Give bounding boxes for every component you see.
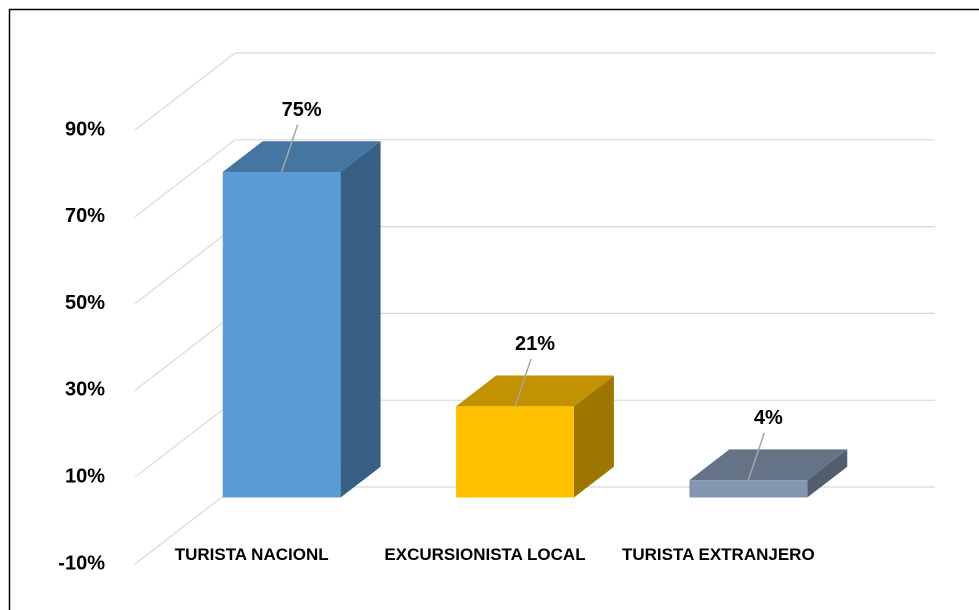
data-label: 75%: [282, 99, 322, 121]
bar-top: [689, 449, 848, 481]
x-tick-label: TURISTA EXTRANJERO: [621, 545, 815, 564]
leader-line: [747, 432, 766, 481]
bar-top: [456, 375, 614, 407]
bar-front: [222, 172, 341, 498]
leader-line: [514, 358, 532, 407]
y-tick-label: 30%: [65, 379, 105, 401]
bar-front: [456, 406, 574, 498]
y-tick-label: 70%: [65, 205, 105, 227]
grid-line: [134, 52, 935, 131]
y-tick-label: -10%: [58, 552, 105, 574]
y-tick-label: 90%: [65, 118, 105, 140]
data-label: 21%: [515, 333, 555, 355]
grid-line: [134, 139, 935, 218]
y-tick-label: 10%: [65, 465, 105, 487]
x-tick-label: TURISTA NACIONL: [174, 545, 329, 564]
bar-top: [222, 141, 381, 172]
bar-side: [340, 141, 381, 498]
bar-side: [573, 375, 614, 498]
leader-line: [280, 124, 299, 173]
frame: [8, 8, 979, 610]
bar-side: [807, 449, 848, 498]
bar-front: [689, 480, 808, 498]
data-label: 4%: [754, 407, 783, 429]
y-tick-label: 50%: [65, 292, 105, 314]
x-tick-label: EXCURSIONISTA LOCAL: [384, 545, 586, 564]
